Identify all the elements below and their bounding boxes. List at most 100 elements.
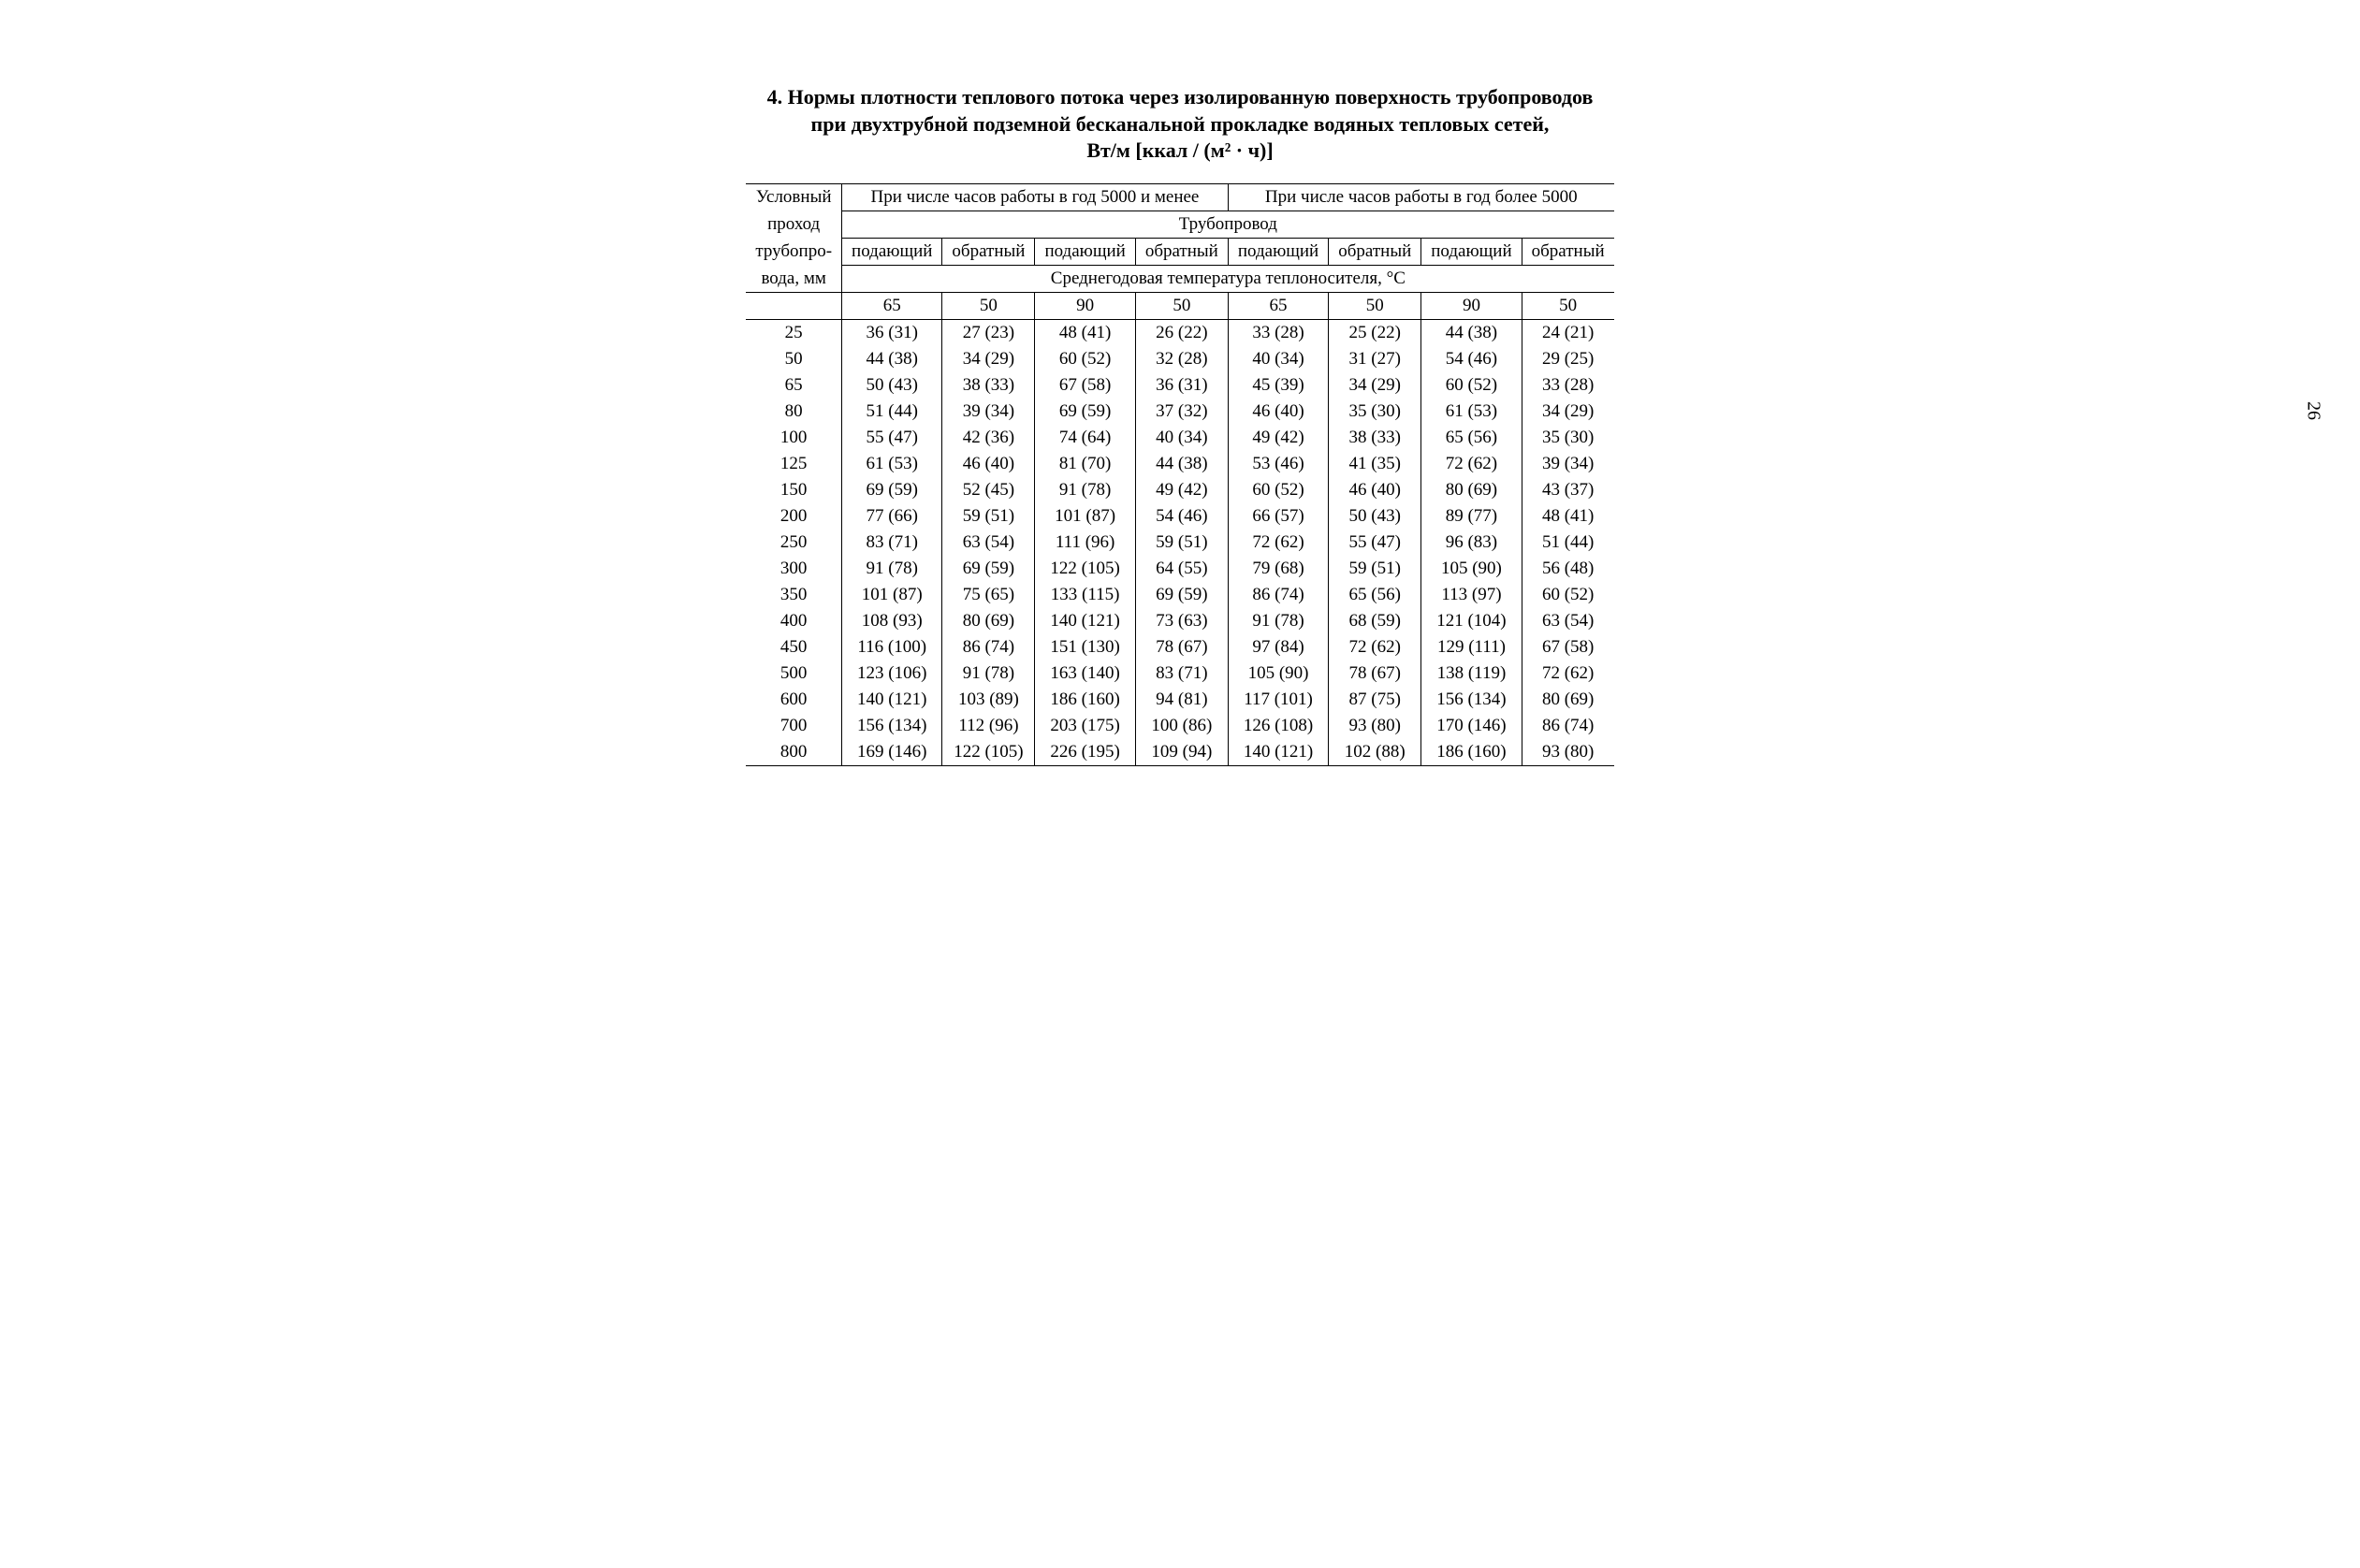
- diameter-cell: 65: [746, 372, 841, 399]
- value-cell: 39 (34): [1522, 451, 1614, 477]
- value-cell: 101 (87): [842, 582, 942, 608]
- value-cell: 59 (51): [942, 503, 1035, 530]
- value-cell: 80 (69): [1522, 687, 1614, 713]
- value-cell: 113 (97): [1421, 582, 1522, 608]
- value-cell: 45 (39): [1228, 372, 1328, 399]
- value-cell: 156 (134): [842, 713, 942, 739]
- diameter-cell: 350: [746, 582, 841, 608]
- col-header: подающий: [842, 238, 942, 265]
- table-row: 700156 (134)112 (96)203 (175)100 (86)126…: [746, 713, 1613, 739]
- page-number: 26: [2303, 401, 2324, 420]
- table-row: 350101 (87)75 (65)133 (115)69 (59)86 (74…: [746, 582, 1613, 608]
- value-cell: 68 (59): [1329, 608, 1421, 634]
- col-header: подающий: [1421, 238, 1522, 265]
- value-cell: 50 (43): [842, 372, 942, 399]
- table-row: 600140 (121)103 (89)186 (160)94 (81)117 …: [746, 687, 1613, 713]
- value-cell: 83 (71): [842, 530, 942, 556]
- value-cell: 97 (84): [1228, 634, 1328, 661]
- value-cell: 94 (81): [1135, 687, 1228, 713]
- value-cell: 73 (63): [1135, 608, 1228, 634]
- title-line-3: Вт/м [ккал / (м² · ч)]: [1086, 138, 1273, 162]
- value-cell: 77 (66): [842, 503, 942, 530]
- value-cell: 91 (78): [1035, 477, 1135, 503]
- value-cell: 72 (62): [1228, 530, 1328, 556]
- value-cell: 140 (121): [842, 687, 942, 713]
- value-cell: 72 (62): [1421, 451, 1522, 477]
- value-cell: 101 (87): [1035, 503, 1135, 530]
- table-row: 30091 (78)69 (59)122 (105)64 (55)79 (68)…: [746, 556, 1613, 582]
- value-cell: 32 (28): [1135, 346, 1228, 372]
- value-cell: 39 (34): [942, 399, 1035, 425]
- value-cell: 100 (86): [1135, 713, 1228, 739]
- value-cell: 52 (45): [942, 477, 1035, 503]
- value-cell: 69 (59): [942, 556, 1035, 582]
- value-cell: 79 (68): [1228, 556, 1328, 582]
- temp-header: 90: [1421, 292, 1522, 319]
- value-cell: 122 (105): [1035, 556, 1135, 582]
- value-cell: 50 (43): [1329, 503, 1421, 530]
- value-cell: 96 (83): [1421, 530, 1522, 556]
- value-cell: 186 (160): [1421, 739, 1522, 766]
- value-cell: 83 (71): [1135, 661, 1228, 687]
- value-cell: 87 (75): [1329, 687, 1421, 713]
- value-cell: 93 (80): [1329, 713, 1421, 739]
- value-cell: 163 (140): [1035, 661, 1135, 687]
- value-cell: 46 (40): [1228, 399, 1328, 425]
- value-cell: 102 (88): [1329, 739, 1421, 766]
- diameter-cell: 80: [746, 399, 841, 425]
- value-cell: 38 (33): [942, 372, 1035, 399]
- table-row: 15069 (59)52 (45)91 (78)49 (42)60 (52)46…: [746, 477, 1613, 503]
- diameter-cell: 700: [746, 713, 841, 739]
- temp-header: 90: [1035, 292, 1135, 319]
- diameter-cell: 150: [746, 477, 841, 503]
- row-header-empty: [746, 292, 841, 319]
- table-row: 6550 (43)38 (33)67 (58)36 (31)45 (39)34 …: [746, 372, 1613, 399]
- value-cell: 116 (100): [842, 634, 942, 661]
- value-cell: 123 (106): [842, 661, 942, 687]
- diameter-cell: 25: [746, 319, 841, 346]
- temp-header: 65: [842, 292, 942, 319]
- value-cell: 80 (69): [942, 608, 1035, 634]
- value-cell: 26 (22): [1135, 319, 1228, 346]
- value-cell: 91 (78): [942, 661, 1035, 687]
- value-cell: 66 (57): [1228, 503, 1328, 530]
- value-cell: 133 (115): [1035, 582, 1135, 608]
- value-cell: 35 (30): [1522, 425, 1614, 451]
- value-cell: 44 (38): [842, 346, 942, 372]
- value-cell: 105 (90): [1421, 556, 1522, 582]
- diameter-cell: 200: [746, 503, 841, 530]
- value-cell: 65 (56): [1329, 582, 1421, 608]
- diameter-cell: 500: [746, 661, 841, 687]
- value-cell: 54 (46): [1421, 346, 1522, 372]
- value-cell: 48 (41): [1522, 503, 1614, 530]
- value-cell: 35 (30): [1329, 399, 1421, 425]
- value-cell: 51 (44): [842, 399, 942, 425]
- table-title: 4. Нормы плотности теплового потока чере…: [619, 84, 1741, 165]
- table-row: 5044 (38)34 (29)60 (52)32 (28)40 (34)31 …: [746, 346, 1613, 372]
- diameter-cell: 800: [746, 739, 841, 766]
- row-header-cell: проход: [746, 211, 841, 238]
- value-cell: 59 (51): [1329, 556, 1421, 582]
- value-cell: 103 (89): [942, 687, 1035, 713]
- value-cell: 54 (46): [1135, 503, 1228, 530]
- col-header: обратный: [1135, 238, 1228, 265]
- table-row: 800169 (146)122 (105)226 (195)109 (94)14…: [746, 739, 1613, 766]
- temp-subheader: Среднегодовая температура теплоносителя,…: [842, 265, 1614, 292]
- temp-header: 65: [1228, 292, 1328, 319]
- value-cell: 78 (67): [1329, 661, 1421, 687]
- value-cell: 111 (96): [1035, 530, 1135, 556]
- value-cell: 41 (35): [1329, 451, 1421, 477]
- value-cell: 60 (52): [1522, 582, 1614, 608]
- value-cell: 80 (69): [1421, 477, 1522, 503]
- value-cell: 34 (29): [1329, 372, 1421, 399]
- col-header: обратный: [1329, 238, 1421, 265]
- table-row: 20077 (66)59 (51)101 (87)54 (46)66 (57)5…: [746, 503, 1613, 530]
- value-cell: 49 (42): [1135, 477, 1228, 503]
- value-cell: 121 (104): [1421, 608, 1522, 634]
- value-cell: 64 (55): [1135, 556, 1228, 582]
- value-cell: 44 (38): [1421, 319, 1522, 346]
- value-cell: 42 (36): [942, 425, 1035, 451]
- diameter-cell: 50: [746, 346, 841, 372]
- title-line-2: при двухтрубной подземной бесканальной п…: [811, 112, 1550, 136]
- value-cell: 75 (65): [942, 582, 1035, 608]
